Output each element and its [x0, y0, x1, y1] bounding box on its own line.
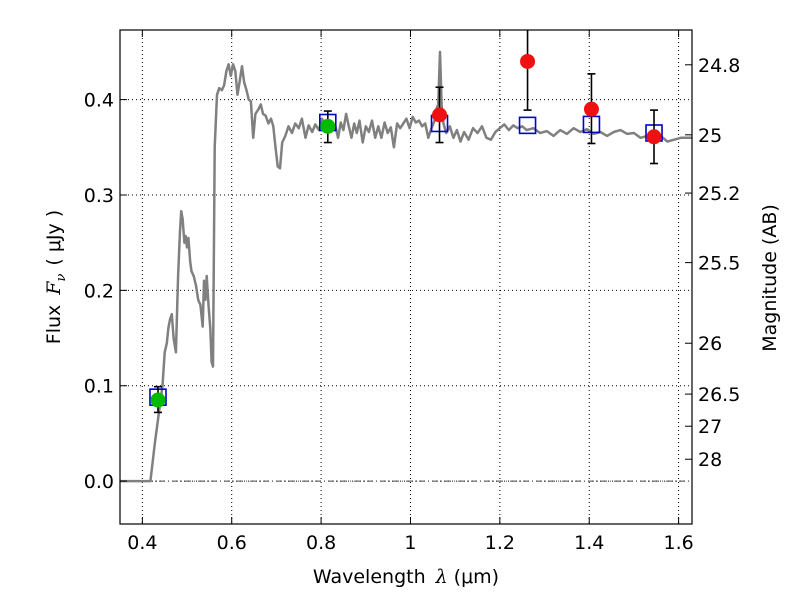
magnitude-tick-label: 25	[698, 125, 722, 147]
x-tick-label: 1	[404, 532, 416, 554]
plot-frame	[119, 29, 693, 525]
magnitude-axis-title: Magnitude (AB)	[759, 204, 781, 352]
x-tick-label: 1.6	[663, 532, 693, 554]
y-tick-label: 0.4	[84, 90, 114, 112]
observed-optical-point	[150, 392, 166, 408]
magnitude-tick-label: 25.5	[698, 253, 740, 275]
observed-nir-point	[646, 129, 662, 145]
y-axis-title: FluxFν( μJy )	[43, 210, 69, 344]
x-tick-label: 0.4	[127, 532, 157, 554]
observed-nir-point	[520, 53, 536, 69]
magnitude-tick-label: 24.8	[698, 55, 740, 77]
axis-ticks: 0.4 0.6 0.8 1 1.2 1.4 1.6 0.0 0.1 0.2 0.3 0.4 24.8 25…	[84, 30, 740, 554]
model-photometry-square	[518, 116, 537, 135]
x-tick-label: 1.4	[574, 532, 604, 554]
x-tick-label: 0.6	[217, 532, 247, 554]
magnitude-tick-label: 28	[698, 449, 722, 471]
x-axis-title: Wavelength λ (μm)	[313, 566, 499, 588]
y-tick-label: 0.3	[84, 185, 114, 207]
magnitude-tick-label: 26	[698, 333, 722, 355]
magnitude-tick-label: 26.5	[698, 384, 740, 406]
x-tick-label: 1.2	[485, 532, 515, 554]
x-tick-label: 0.8	[306, 532, 336, 554]
model-sed-line	[120, 50, 692, 483]
y-tick-label: 0.1	[84, 376, 114, 398]
y-tick-label: 0.0	[84, 471, 114, 493]
observed-optical-point	[320, 118, 336, 134]
grid-lines	[120, 30, 692, 524]
observed-nir-point	[583, 101, 599, 117]
magnitude-tick-label: 25.2	[698, 183, 740, 205]
observed-nir-point	[432, 107, 448, 123]
data-markers	[149, 30, 663, 414]
magnitude-tick-label: 27	[698, 416, 722, 438]
y-tick-label: 0.2	[84, 280, 114, 302]
